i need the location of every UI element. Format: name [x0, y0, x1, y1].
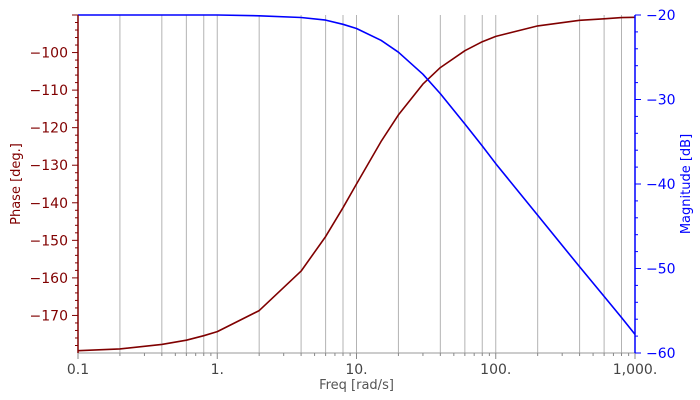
series-layer	[77, 14, 636, 352]
y-left-tick-label: −110	[30, 83, 68, 99]
x-tick-label: 1.	[211, 362, 224, 378]
x-tick-label: 10.	[345, 362, 367, 378]
y-right-tick-label: −20	[646, 8, 676, 24]
phase-series-line	[77, 16, 636, 352]
y-left-tick-label: −100	[30, 46, 68, 62]
magnitude-series-line	[78, 14, 636, 335]
grid-layer	[119, 15, 623, 353]
y-left-axis-title: Phase [deg.]	[9, 143, 24, 225]
y-left-tick-label: −120	[30, 121, 68, 137]
y-right-tick-label: −60	[646, 346, 676, 362]
y-right-tick-label: −40	[646, 177, 676, 193]
x-tick-label: 1,000.	[613, 362, 658, 378]
y-right-axis-title: Magnitude [dB]	[679, 134, 694, 234]
x-tick-label: 0.1	[67, 362, 89, 378]
x-tick-label: 100.	[480, 362, 511, 378]
x-axis-title: Freq [rad/s]	[319, 378, 394, 393]
y-left-tick-label: −130	[30, 158, 68, 174]
ticks-layer: 0.1 1. 10. 100. 1,000. −100 −110 −120 −130 −140 −1…	[30, 8, 676, 378]
y-left-tick-label: −150	[30, 233, 68, 249]
y-left-tick-label: −140	[30, 196, 68, 212]
y-right-tick-label: −50	[646, 262, 676, 278]
y-left-tick-label: −170	[30, 308, 68, 324]
y-left-tick-label: −160	[30, 271, 68, 287]
y-right-tick-label: −30	[646, 93, 676, 109]
